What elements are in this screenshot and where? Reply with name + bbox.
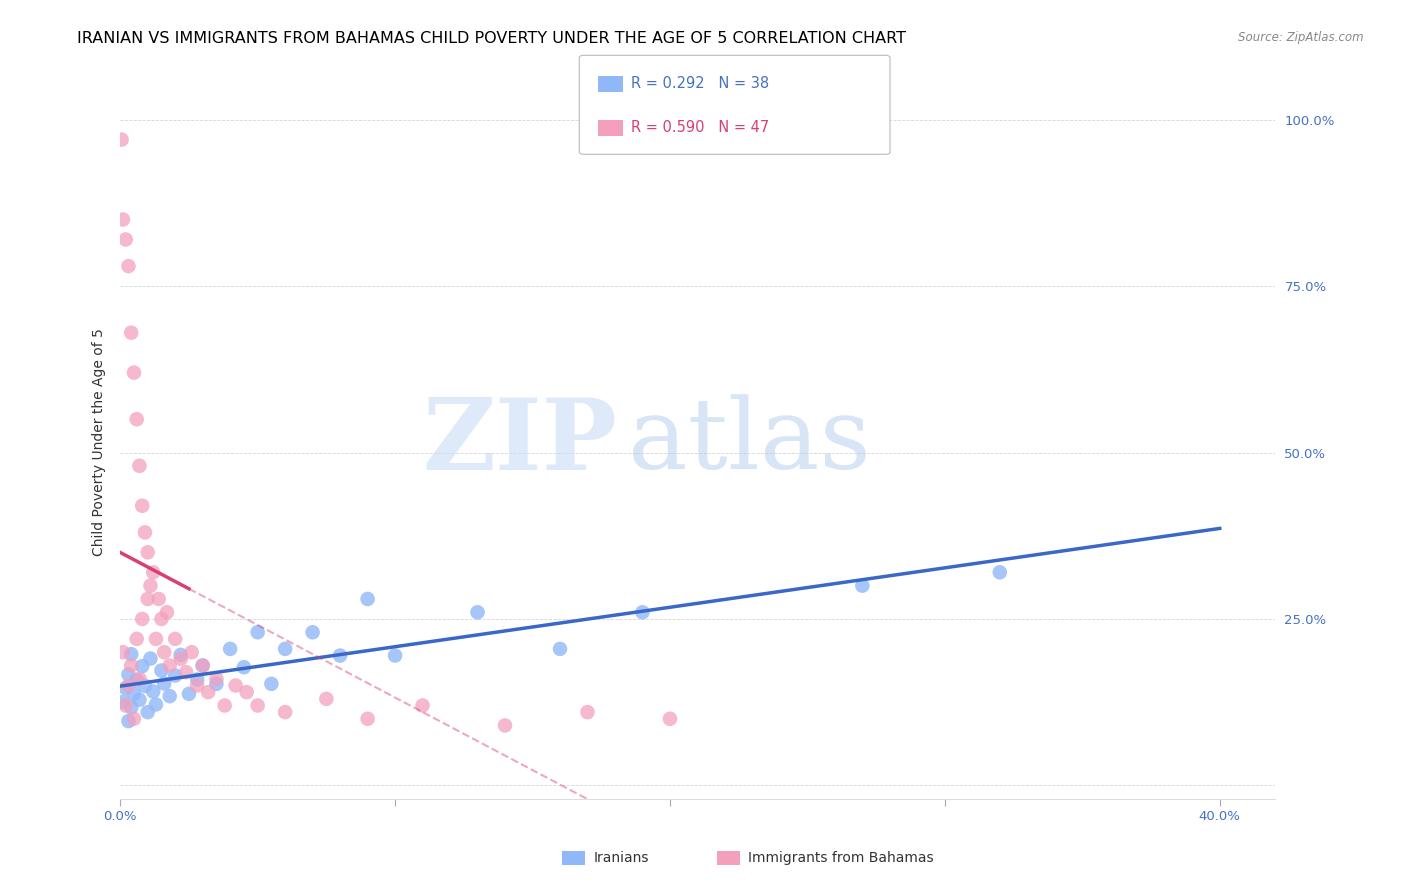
Point bbox=[170, 652, 193, 666]
Text: Source: ZipAtlas.com: Source: ZipAtlas.com bbox=[1239, 31, 1364, 45]
Point bbox=[131, 612, 153, 626]
Point bbox=[120, 658, 142, 673]
Point bbox=[159, 689, 181, 703]
Point bbox=[120, 326, 142, 340]
Point bbox=[174, 665, 197, 680]
Point bbox=[205, 672, 228, 686]
Point bbox=[150, 664, 173, 678]
Point bbox=[191, 658, 214, 673]
Point bbox=[134, 679, 156, 693]
Point bbox=[128, 693, 150, 707]
Point bbox=[384, 648, 406, 663]
Point bbox=[851, 579, 873, 593]
Point bbox=[494, 718, 516, 732]
Point bbox=[412, 698, 434, 713]
Point bbox=[235, 685, 257, 699]
Point bbox=[117, 714, 139, 728]
Text: Iranians: Iranians bbox=[593, 851, 648, 865]
Point bbox=[246, 698, 269, 713]
Point bbox=[153, 645, 176, 659]
Point bbox=[260, 677, 283, 691]
Point bbox=[548, 641, 571, 656]
Text: Immigrants from Bahamas: Immigrants from Bahamas bbox=[748, 851, 934, 865]
Point bbox=[156, 605, 179, 619]
Point bbox=[125, 412, 148, 426]
Point bbox=[150, 612, 173, 626]
Text: atlas: atlas bbox=[628, 394, 870, 491]
Point bbox=[274, 705, 297, 719]
Text: R = 0.292   N = 38: R = 0.292 N = 38 bbox=[631, 77, 769, 91]
Text: ZIP: ZIP bbox=[422, 394, 617, 491]
Point bbox=[315, 691, 337, 706]
Point bbox=[142, 684, 165, 698]
Point bbox=[125, 673, 148, 688]
Point bbox=[111, 212, 134, 227]
Point bbox=[120, 647, 142, 661]
Point bbox=[180, 645, 202, 659]
Point bbox=[246, 625, 269, 640]
Point bbox=[177, 687, 200, 701]
Point bbox=[576, 705, 599, 719]
Point bbox=[467, 605, 489, 619]
Point bbox=[191, 658, 214, 673]
Point bbox=[165, 632, 187, 646]
Point bbox=[117, 259, 139, 273]
Point bbox=[114, 232, 136, 246]
Point bbox=[186, 679, 208, 693]
Point bbox=[165, 668, 187, 682]
Y-axis label: Child Poverty Under the Age of 5: Child Poverty Under the Age of 5 bbox=[93, 328, 107, 557]
Point bbox=[114, 698, 136, 713]
Point bbox=[139, 651, 162, 665]
Point bbox=[114, 681, 136, 695]
Point bbox=[136, 545, 159, 559]
Point bbox=[136, 705, 159, 719]
Point bbox=[139, 579, 162, 593]
Point bbox=[170, 648, 193, 662]
Point bbox=[301, 625, 323, 640]
Point bbox=[329, 648, 352, 663]
Point bbox=[145, 632, 167, 646]
Point bbox=[232, 660, 254, 674]
Point bbox=[131, 659, 153, 673]
Point bbox=[134, 525, 156, 540]
Point bbox=[128, 458, 150, 473]
Point bbox=[658, 712, 681, 726]
Point bbox=[125, 632, 148, 646]
Point bbox=[988, 566, 1011, 580]
Point bbox=[142, 566, 165, 580]
Point bbox=[214, 698, 236, 713]
Point bbox=[274, 641, 297, 656]
Point bbox=[136, 591, 159, 606]
Point bbox=[159, 658, 181, 673]
Point bbox=[117, 667, 139, 681]
Point bbox=[356, 712, 378, 726]
Point bbox=[356, 591, 378, 606]
Point bbox=[122, 366, 145, 380]
Point bbox=[225, 679, 247, 693]
Point bbox=[110, 133, 132, 147]
Text: IRANIAN VS IMMIGRANTS FROM BAHAMAS CHILD POVERTY UNDER THE AGE OF 5 CORRELATION : IRANIAN VS IMMIGRANTS FROM BAHAMAS CHILD… bbox=[77, 31, 907, 46]
Point bbox=[111, 695, 134, 709]
Point bbox=[186, 673, 208, 687]
Point bbox=[219, 641, 242, 656]
Point bbox=[148, 591, 170, 606]
Point bbox=[631, 605, 654, 619]
Point bbox=[205, 677, 228, 691]
Point bbox=[122, 687, 145, 701]
Point bbox=[197, 685, 219, 699]
Point bbox=[117, 679, 139, 693]
Point bbox=[153, 676, 176, 690]
Point bbox=[122, 712, 145, 726]
Point bbox=[111, 645, 134, 659]
Point bbox=[145, 698, 167, 712]
Text: R = 0.590   N = 47: R = 0.590 N = 47 bbox=[631, 120, 769, 135]
Point bbox=[131, 499, 153, 513]
Point bbox=[120, 700, 142, 714]
Point bbox=[128, 672, 150, 686]
